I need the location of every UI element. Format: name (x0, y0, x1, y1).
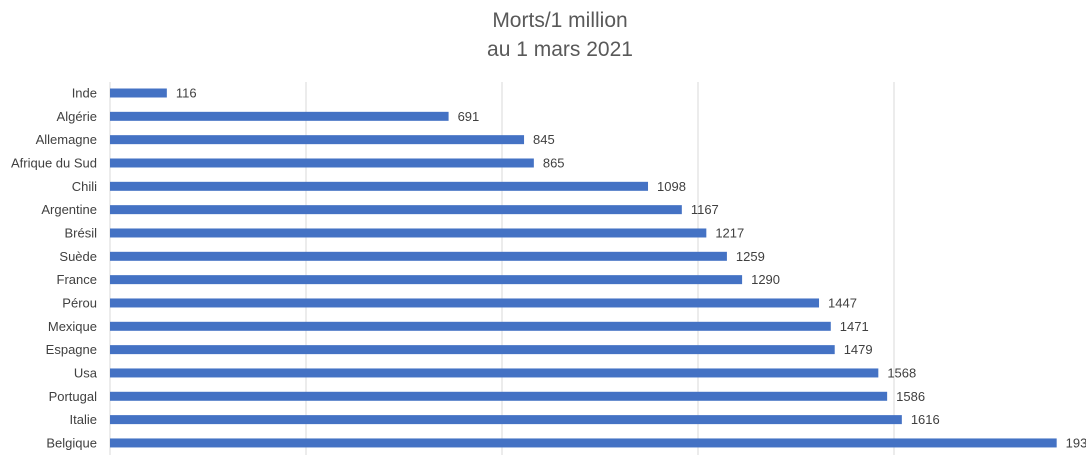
bar (110, 251, 727, 261)
bar (110, 391, 888, 401)
category-label: Allemagne (36, 132, 97, 147)
bar (110, 321, 831, 331)
category-label: Afrique du Sud (11, 155, 97, 170)
data-label: 1479 (844, 342, 873, 357)
value-labels: 116 691 845 865 1098 1167 1217 1259 1290 1447 1471… (176, 86, 1086, 451)
category-label: Argentine (41, 202, 97, 217)
category-label: Pérou (62, 295, 97, 310)
category-label: Suède (59, 249, 97, 264)
chart-subtitle: au 1 mars 2021 (487, 38, 633, 61)
bar (110, 275, 743, 285)
chart-title: Morts/1 million au 1 mars 2021 (0, 6, 1086, 64)
data-label: 691 (458, 109, 480, 124)
data-label: 1167 (691, 202, 719, 217)
category-label: Espagne (46, 342, 97, 357)
bar (110, 181, 649, 191)
bar (110, 345, 835, 355)
category-label: Algérie (57, 109, 97, 124)
data-label: 865 (543, 155, 565, 170)
category-label: Brésil (64, 225, 97, 240)
bar (110, 415, 902, 425)
data-label: 1217 (715, 225, 744, 240)
category-label: Belgique (46, 435, 97, 450)
category-label: France (57, 272, 97, 287)
data-label: 1568 (887, 365, 916, 380)
bar (110, 158, 534, 168)
data-label: 1616 (911, 412, 940, 427)
category-label: Usa (74, 365, 98, 380)
data-label: 1932 (1066, 435, 1086, 450)
data-label: 845 (533, 132, 555, 147)
data-label: 116 (176, 86, 197, 101)
chart-title-line-1: Morts/1 million (492, 9, 628, 32)
data-label: 1259 (736, 249, 765, 264)
bar (110, 298, 820, 308)
bar (110, 205, 682, 215)
bar (110, 135, 525, 145)
data-label: 1098 (657, 179, 686, 194)
bar (110, 88, 167, 98)
data-label: 1471 (840, 319, 869, 334)
category-labels: Inde Algérie Allemagne Afrique du Sud Chili A… (11, 86, 98, 451)
data-label: 1290 (751, 272, 780, 287)
category-label: Inde (72, 86, 97, 101)
category-label: Mexique (48, 319, 97, 334)
bar (110, 228, 707, 238)
data-label: 1447 (828, 295, 857, 310)
bars (110, 88, 1057, 448)
category-label: Portugal (49, 389, 98, 404)
bar (110, 368, 879, 378)
data-label: 1586 (896, 389, 925, 404)
category-label: Italie (70, 412, 97, 427)
bar (110, 111, 449, 121)
category-label: Chili (72, 179, 97, 194)
bar (110, 438, 1057, 448)
